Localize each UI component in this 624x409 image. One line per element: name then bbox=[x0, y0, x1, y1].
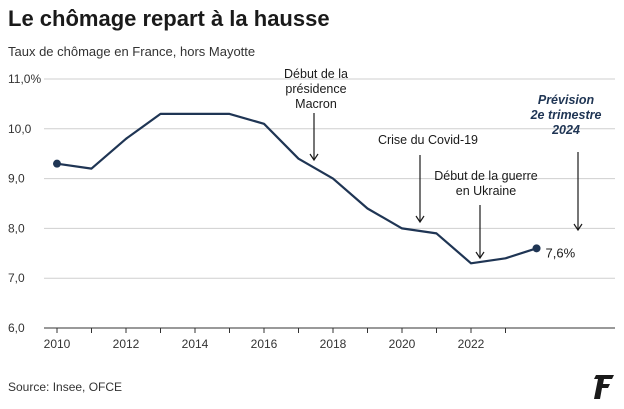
logo-glyph bbox=[594, 375, 614, 399]
x-tick-label: 2018 bbox=[320, 337, 347, 351]
annotation-arrowhead bbox=[475, 251, 485, 260]
annotation-text: présidence bbox=[285, 82, 346, 96]
x-tick-label: 2020 bbox=[389, 337, 416, 351]
y-tick-label: 10,0 bbox=[8, 122, 32, 136]
y-tick-label: 7,0 bbox=[8, 271, 25, 285]
start-point bbox=[53, 159, 61, 168]
annotation-text: 2e trimestre bbox=[530, 108, 602, 122]
annotation-text: Début de la bbox=[284, 67, 348, 81]
source-note: Source: Insee, OFCE bbox=[8, 380, 123, 394]
annotation-arrowhead bbox=[309, 153, 319, 162]
annotation-text: Macron bbox=[295, 97, 337, 111]
annotation-text: Début de la guerre bbox=[434, 169, 538, 183]
y-tick-label: 11,0% bbox=[8, 72, 41, 86]
x-tick-label: 2022 bbox=[458, 337, 485, 351]
annotation-text: 2024 bbox=[551, 123, 580, 137]
x-tick-label: 2014 bbox=[182, 337, 209, 351]
y-tick-label: 6,0 bbox=[8, 321, 25, 335]
annotation-text: en Ukraine bbox=[456, 184, 516, 198]
x-tick-label: 2010 bbox=[44, 337, 71, 351]
annotation-text: Crise du Covid-19 bbox=[378, 133, 478, 147]
x-tick-label: 2012 bbox=[113, 337, 140, 351]
y-tick-label: 9,0 bbox=[8, 172, 25, 186]
annotation-text: Prévision bbox=[538, 93, 595, 107]
annotation-arrowhead bbox=[573, 223, 583, 232]
series-line bbox=[56, 112, 537, 265]
chart-subtitle: Taux de chômage en France, hors Mayotte bbox=[8, 44, 256, 59]
y-tick-label: 8,0 bbox=[8, 221, 25, 235]
chart-title: Le chômage repart à la hausse bbox=[8, 6, 330, 31]
end-value-label: 7,6% bbox=[546, 245, 576, 260]
annotation-arrowhead bbox=[415, 215, 425, 224]
publisher-logo-icon bbox=[594, 375, 614, 399]
x-tick-label: 2016 bbox=[251, 337, 278, 351]
end-point bbox=[532, 244, 541, 253]
